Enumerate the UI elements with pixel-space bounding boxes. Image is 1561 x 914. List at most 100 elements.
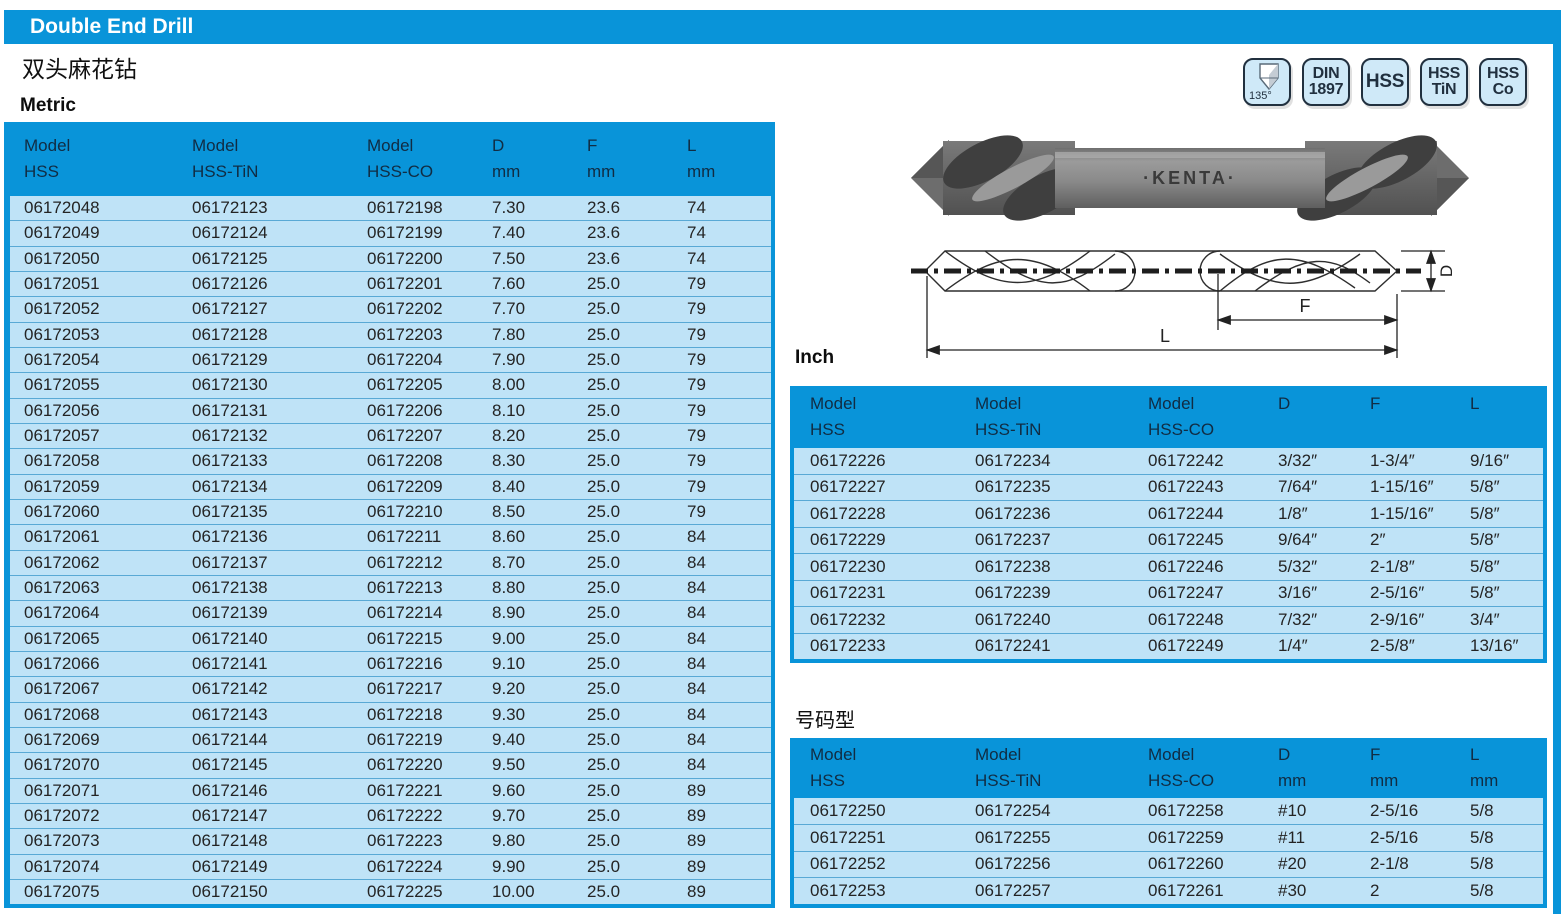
table-cell: 06172258 [1148,800,1224,820]
table-cell: 9.50 [492,755,526,775]
column-header-bottom: HSS [810,771,845,790]
table-cell: 25.0 [587,578,621,598]
table-cell: 9.90 [492,856,526,876]
table-cell: 1/4″ [1278,636,1308,656]
table-cell: 06172055 [24,375,100,395]
table-row: 06172073 06172148 06172223 9.80 25.0 89 [10,828,771,853]
table-row: 06172053 06172128 06172203 7.80 25.0 79 [10,321,771,347]
column-header-top: D [1278,744,1291,764]
table-cell: 06172244 [1148,503,1224,523]
table-cell: 25.0 [587,552,621,572]
table-cell: 25.0 [587,350,621,370]
table-cell: 06172057 [24,426,100,446]
table-cell: 06172253 [810,881,886,901]
table-cell: 25.0 [587,882,621,902]
column-header-top: D [1278,393,1291,413]
table-cell: 06172139 [192,603,268,623]
column-header-bottom: mm [1370,771,1399,790]
table-cell: 06172227 [810,477,886,497]
section-label-inch: Inch [795,347,835,368]
column-header-top: L [1470,393,1480,413]
column-header-top: L [1470,744,1480,764]
table-cell: 2-5/16″ [1370,583,1425,603]
column-header-bottom: mm [492,162,521,181]
table-cell: 25.0 [587,400,621,420]
table-cell: 9.60 [492,780,526,800]
column-header-bottom: HSS [810,420,845,439]
table-cell: 06172061 [24,527,100,547]
table-cell: 06172221 [367,780,443,800]
table-cell: 84 [687,730,706,750]
table-cell: 3/32″ [1278,450,1318,470]
section-label-metric: Metric [20,95,76,116]
table-cell: 25.0 [587,856,621,876]
table-cell: 06172075 [24,882,100,902]
table-cell: 1/8″ [1278,503,1308,523]
table-cell: 06172229 [810,530,886,550]
table-cell: 06172203 [367,324,443,344]
table-cell: 74 [687,248,706,268]
table-cell: 06172220 [367,755,443,775]
table-cell: 8.20 [492,426,526,446]
table-cell: 5/8″ [1470,556,1500,576]
table-cell: 23.6 [587,198,621,218]
table-cell: 79 [687,324,706,344]
table-cell: 06172056 [24,400,100,420]
table-row: 06172252 06172256 06172260 #20 2-1/8 5/8 [794,850,1543,878]
table-cell: 2-1/8 [1370,854,1409,874]
table-cell: 25.0 [587,628,621,648]
table-cell: 06172218 [367,704,443,724]
table-cell: 06172236 [975,503,1051,523]
table-cell: 06172141 [192,654,268,674]
table-cell: 3/16″ [1278,583,1318,603]
table-cell: 06172205 [367,375,443,395]
table-cell: 25.0 [587,451,621,471]
table-row: 06172061 06172136 06172211 8.60 25.0 84 [10,524,771,549]
table-cell: #11 [1278,827,1306,847]
column-header-top: Model [975,744,1022,764]
table-cell: 25.0 [587,502,621,522]
table-cell: 25.0 [587,324,621,344]
table-cell: 5/8″ [1470,530,1500,550]
hss-co-badge: HSS Co [1479,58,1527,106]
badge-text: HSS [1487,64,1519,82]
table-cell: 06172252 [810,854,886,874]
table-cell: 1-15/16″ [1370,503,1434,523]
table-row: 06172054 06172129 06172204 7.90 25.0 79 [10,346,771,372]
table-cell: 06172049 [24,223,100,243]
table-cell: 06172149 [192,856,268,876]
label-d: D [1437,265,1456,277]
table-cell: 84 [687,704,706,724]
badge-text: Co [1492,81,1514,98]
column-header: D [1262,391,1354,444]
dimension-l [925,276,1399,358]
badge-text: DIN [1312,64,1340,82]
column-header: Model HSS-CO [1132,391,1262,444]
drill-outline [924,250,1399,292]
table-cell: 06172124 [192,223,268,243]
table-cell: 06172148 [192,831,268,851]
table-cell: 89 [687,882,706,902]
table-row: 06172058 06172133 06172208 8.30 25.0 79 [10,448,771,473]
table-cell: 79 [687,375,706,395]
table-cell: 25.0 [587,426,621,446]
table-cell: 06172212 [367,552,443,572]
table-cell: 8.50 [492,502,526,522]
column-header-top: L [687,135,697,155]
table-cell: 5/32″ [1278,556,1318,576]
table-cell: 1-3/4″ [1370,450,1415,470]
table-row: 06172067 06172142 06172217 9.20 25.0 84 [10,676,771,701]
table-cell: 06172140 [192,628,268,648]
badge-text: 1897 [1308,81,1344,98]
table-cell: 2-9/16″ [1370,609,1425,629]
table-cell: 23.6 [587,248,621,268]
table-cell: 06172066 [24,654,100,674]
table-cell: 06172213 [367,578,443,598]
table-row: 06172060 06172135 06172210 8.50 25.0 79 [10,498,771,524]
table-row: 06172062 06172137 06172212 8.70 25.0 84 [10,549,771,575]
table-cell: 06172126 [192,274,268,294]
point-angle-label: 135° [1249,90,1272,102]
